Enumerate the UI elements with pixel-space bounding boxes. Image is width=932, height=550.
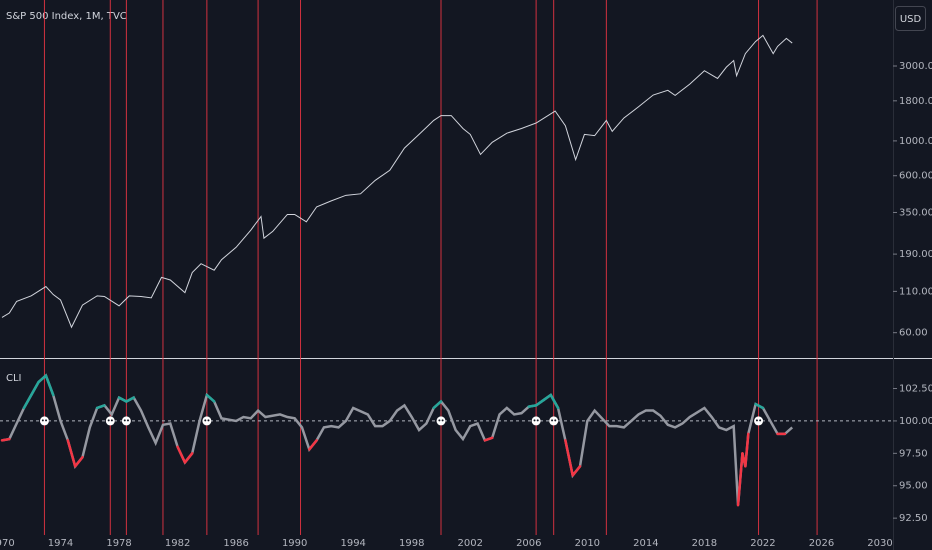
band-segment bbox=[571, 465, 582, 477]
band-segment bbox=[432, 400, 443, 410]
band-segment bbox=[483, 436, 494, 442]
series-line bbox=[1, 34, 793, 329]
x-tick-label: 1974 bbox=[48, 538, 73, 549]
signal-marker bbox=[549, 416, 559, 426]
x-tick-label: 1978 bbox=[106, 538, 131, 549]
marker-head bbox=[121, 416, 131, 426]
marker-eye bbox=[45, 419, 48, 422]
signal-marker bbox=[436, 416, 446, 426]
marker-eye bbox=[41, 419, 44, 422]
marker-eye bbox=[438, 419, 441, 422]
band-segment bbox=[534, 398, 545, 407]
band-segment bbox=[542, 393, 552, 402]
x-tick-label: 2014 bbox=[633, 538, 658, 549]
band-segment bbox=[66, 439, 77, 468]
marker-eye bbox=[533, 419, 536, 422]
band-segment bbox=[183, 452, 194, 464]
x-tick-label: 2018 bbox=[692, 538, 717, 549]
y-tick-label: 97.50 bbox=[899, 448, 928, 459]
marker-head bbox=[549, 416, 559, 426]
band-segment bbox=[117, 396, 128, 403]
y-tick-label: 600.00 bbox=[899, 171, 932, 182]
marker-eye bbox=[759, 419, 762, 422]
marker-eye bbox=[204, 419, 207, 422]
marker-eye bbox=[554, 419, 557, 422]
chart-title: S&P 500 Index, 1M, TVC bbox=[6, 11, 127, 22]
x-tick-label: 1970 bbox=[0, 538, 15, 549]
x-tick-label: 2006 bbox=[516, 538, 541, 549]
y-tick-label: 95.00 bbox=[899, 481, 928, 492]
x-tick-label: 2030 bbox=[867, 538, 892, 549]
y-tick-label: 1800.00 bbox=[899, 96, 932, 107]
x-tick-label: 1990 bbox=[282, 538, 307, 549]
marker-eye bbox=[551, 419, 554, 422]
currency-button[interactable] bbox=[895, 6, 926, 31]
band-segment bbox=[564, 439, 574, 477]
x-tick-label: 2010 bbox=[575, 538, 600, 549]
x-tick-label: 1982 bbox=[165, 538, 190, 549]
marker-head bbox=[202, 416, 212, 426]
marker-eye bbox=[126, 419, 129, 422]
y-tick-label: 92.50 bbox=[899, 513, 928, 524]
band-segment bbox=[308, 439, 318, 451]
x-tick-label: 2026 bbox=[809, 538, 834, 549]
x-tick-label: 2022 bbox=[750, 538, 775, 549]
marker-eye bbox=[755, 419, 758, 422]
marker-head bbox=[105, 416, 115, 426]
marker-eye bbox=[107, 419, 110, 422]
band-segment bbox=[37, 374, 48, 384]
y-tick-label: 60.00 bbox=[899, 328, 928, 339]
y-tick-label: 350.00 bbox=[899, 207, 932, 218]
marker-eye bbox=[536, 419, 539, 422]
marker-head bbox=[531, 416, 541, 426]
indicator-title: CLI bbox=[6, 373, 22, 384]
band-segment bbox=[549, 393, 560, 410]
signal-marker bbox=[39, 416, 49, 426]
band-segment bbox=[205, 393, 216, 403]
band-segment bbox=[744, 432, 750, 468]
y-tick-label: 100.00 bbox=[899, 416, 932, 427]
band-segment bbox=[73, 455, 84, 468]
marker-eye bbox=[441, 419, 444, 422]
currency-label[interactable]: USD bbox=[900, 14, 922, 25]
x-tick-label: 1994 bbox=[340, 538, 365, 549]
y-tick-label: 3000.00 bbox=[899, 61, 932, 72]
y-tick-label: 102.50 bbox=[899, 384, 932, 395]
signal-marker bbox=[754, 416, 764, 426]
band-segment bbox=[125, 396, 135, 403]
y-tick-label: 1000.00 bbox=[899, 136, 932, 147]
band-segment bbox=[30, 380, 40, 397]
signal-marker bbox=[105, 416, 115, 426]
signal-marker bbox=[121, 416, 131, 426]
y-tick-label: 190.00 bbox=[899, 249, 932, 260]
y-tick-label: 110.00 bbox=[899, 286, 932, 297]
marker-head bbox=[39, 416, 49, 426]
x-tick-label: 2002 bbox=[458, 538, 483, 549]
band-segment bbox=[736, 452, 744, 507]
marker-head bbox=[754, 416, 764, 426]
band-segment bbox=[754, 402, 765, 410]
marker-eye bbox=[207, 419, 210, 422]
band-segment bbox=[176, 445, 187, 464]
band-segment bbox=[0, 437, 11, 442]
band-segment bbox=[44, 374, 55, 397]
marker-head bbox=[436, 416, 446, 426]
band-segment bbox=[22, 393, 33, 410]
marker-eye bbox=[123, 419, 126, 422]
signal-marker bbox=[202, 416, 212, 426]
band-segment bbox=[95, 404, 106, 410]
x-tick-label: 1998 bbox=[399, 538, 424, 549]
signal-marker bbox=[531, 416, 541, 426]
marker-eye bbox=[110, 419, 113, 422]
x-tick-label: 1986 bbox=[223, 538, 248, 549]
